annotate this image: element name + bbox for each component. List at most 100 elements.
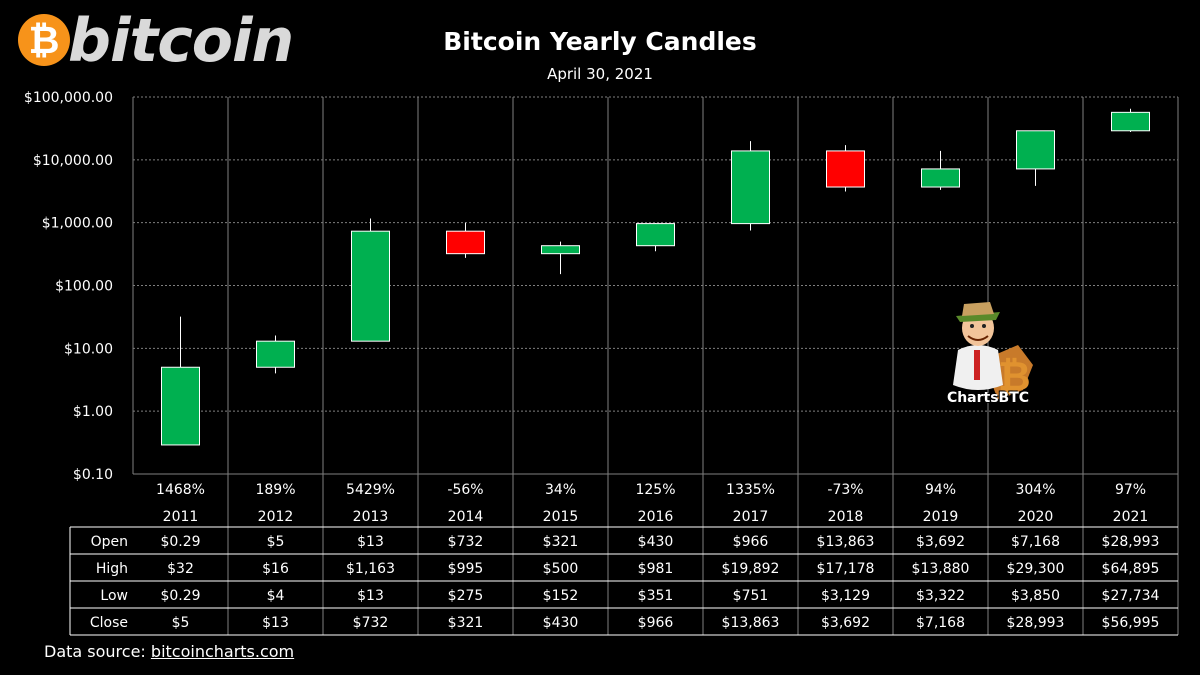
percent-change-label: 189% [255,482,295,498]
table-cell: $966 [638,615,674,631]
watermark-label: ChartsBTC [946,390,1030,406]
table-cell: $64,895 [1102,561,1160,577]
year-label: 2020 [1018,509,1054,525]
year-label: 2021 [1113,509,1149,525]
year-label: 2012 [258,509,294,525]
table-cell: $13 [262,615,289,631]
year-label: 2017 [733,509,769,525]
table-cell: $29,300 [1007,561,1065,577]
table-cell: $13 [357,534,384,550]
table-row-label: High [96,561,128,577]
candle-body [731,150,770,225]
percent-change-label: 34% [545,482,576,498]
bitcoin-coin-icon: ₿ [18,14,70,66]
percent-change-label: 304% [1015,482,1055,498]
chartsbtc-mascot-icon: ₿ [953,302,1033,400]
table-cell: $13,880 [912,561,970,577]
table-cell: $981 [638,561,674,577]
table-cell: $500 [543,561,579,577]
year-label: 2016 [638,509,674,525]
data-source-label: Data source: [44,642,146,661]
table-cell: $966 [733,534,769,550]
year-label: 2013 [353,509,389,525]
y-tick-label: $1.00 [73,404,113,420]
table-cell: $0.29 [160,534,200,550]
bitcoin-logo: ₿ bitcoin [18,6,294,76]
candle-body [446,230,485,255]
table-cell: $13,863 [817,534,875,550]
table-cell: $16 [262,561,289,577]
table-row-label: Low [100,588,128,604]
table-cell: $732 [448,534,484,550]
table-cell: $995 [448,561,484,577]
table-cell: $17,178 [817,561,875,577]
table-cell: $3,322 [916,588,965,604]
table-cell: $4 [267,588,285,604]
table-cell: $152 [543,588,579,604]
table-cell: $321 [448,615,484,631]
table-cell: $351 [638,588,674,604]
percent-change-label: -56% [447,482,483,498]
table-cell: $3,692 [821,615,870,631]
candle-body [351,230,390,342]
table-cell: $5 [172,615,190,631]
percent-change-label: -73% [827,482,863,498]
percent-change-label: 1468% [156,482,205,498]
y-tick-label: $10,000.00 [33,153,113,169]
chart-title: Bitcoin Yearly Candles [443,27,757,56]
table-cell: $7,168 [916,615,965,631]
y-tick-label: $100,000.00 [24,90,113,106]
candle-body [161,366,200,446]
table-cell: $430 [543,615,579,631]
percent-change-label: 94% [925,482,956,498]
table-cell: $7,168 [1011,534,1060,550]
candle-body [1016,130,1055,170]
y-tick-label: $0.10 [73,467,113,483]
year-label: 2011 [163,509,199,525]
percent-change-label: 97% [1115,482,1146,498]
table-cell: $13 [357,588,384,604]
chart-subtitle: April 30, 2021 [547,65,653,83]
table-cell: $28,993 [1007,615,1065,631]
candle-body [826,150,865,188]
table-cell: $3,129 [821,588,870,604]
table-cell: $0.29 [160,588,200,604]
data-source-link[interactable]: bitcoincharts.com [150,642,295,661]
y-tick-label: $1,000.00 [42,216,113,232]
year-label: 2014 [448,509,484,525]
table-cell: $13,863 [722,615,780,631]
table-cell: $19,892 [722,561,780,577]
table-cell: $56,995 [1102,615,1160,631]
table-cell: $751 [733,588,769,604]
table-cell: $5 [267,534,285,550]
table-cell: $27,734 [1102,588,1160,604]
candle-body [636,223,675,247]
y-tick-label: $10.00 [64,341,113,357]
table-cell: $430 [638,534,674,550]
table-cell: $3,692 [916,534,965,550]
candle-body [541,245,580,255]
table-cell: $3,850 [1011,588,1060,604]
percent-change-label: 1335% [726,482,775,498]
candle-body [1111,111,1150,132]
table-row-label: Open [91,534,128,550]
table-cell: $321 [543,534,579,550]
table-cell: $275 [448,588,484,604]
data-source: Data source: bitcoincharts.com [44,642,294,661]
table-cell: $28,993 [1102,534,1160,550]
y-tick-label: $100.00 [55,279,113,295]
bitcoin-logo-text: bitcoin [68,6,294,76]
year-label: 2015 [543,509,579,525]
year-label: 2019 [923,509,959,525]
table-row-label: Close [90,615,128,631]
table-cell: $1,163 [346,561,395,577]
svg-text:₿: ₿ [998,354,1031,400]
table-cell: $32 [167,561,194,577]
candle-body [921,168,960,188]
year-label: 2018 [828,509,864,525]
candle-body [256,340,295,368]
table-cell: $732 [353,615,389,631]
percent-change-label: 5429% [346,482,395,498]
percent-change-label: 125% [635,482,675,498]
